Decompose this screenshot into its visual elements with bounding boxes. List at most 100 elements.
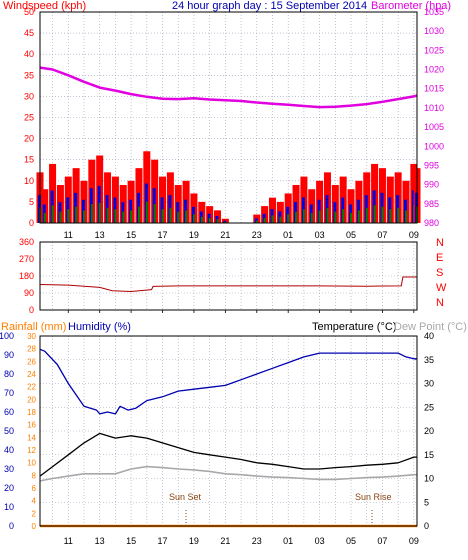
chart-title: 24 hour graph day : 15 September 2014 xyxy=(172,0,367,12)
wind-low-bar xyxy=(90,204,93,223)
temp-tick-label: 40 xyxy=(424,331,434,341)
wind-low-bar xyxy=(224,221,227,223)
humidity-tick-label: 40 xyxy=(4,445,14,455)
wind-low-bar xyxy=(75,206,78,223)
wind-low-bar xyxy=(169,207,172,223)
humidity-tick-label: 100 xyxy=(0,331,14,341)
wind-low-bar xyxy=(318,210,321,223)
wind-low-bar xyxy=(51,205,54,223)
x-tick-label: 11 xyxy=(64,536,73,546)
rain-tick-label: 4 xyxy=(32,497,37,506)
wind-low-bar xyxy=(342,209,345,223)
wind-low-bar xyxy=(381,206,384,223)
rain-axis-label: Rainfall (mm) xyxy=(1,321,66,333)
temp-tick-label: 25 xyxy=(424,402,434,412)
rain-tick-label: 28 xyxy=(27,345,36,354)
rain-tick-label: 20 xyxy=(27,395,36,404)
wind-tick-label: 30 xyxy=(24,91,34,101)
x-tick-label: 01 xyxy=(283,230,293,240)
x-tick-label: 17 xyxy=(158,230,168,240)
direction-tick-label: 90 xyxy=(24,288,34,298)
wind-low-bar xyxy=(271,215,274,223)
wind-low-bar xyxy=(350,212,353,223)
rain-tick-label: 0 xyxy=(32,522,37,531)
wind-tick-label: 0 xyxy=(29,218,34,228)
x-tick-label: 13 xyxy=(95,230,105,240)
temp-humidity-frame xyxy=(39,335,418,527)
wind-low-bar xyxy=(287,214,290,223)
temp-tick-label: 20 xyxy=(424,426,434,436)
humidity-tick-label: 20 xyxy=(4,483,14,493)
wind-tick-label: 20 xyxy=(24,134,34,144)
dew-point-line xyxy=(39,465,417,482)
compass-label: E xyxy=(436,252,443,264)
rain-tick-label: 14 xyxy=(27,433,36,442)
temp-tick-label: 30 xyxy=(424,379,434,389)
compass-label: N xyxy=(436,237,444,249)
series-layer xyxy=(36,66,421,528)
direction-tick-label: 270 xyxy=(19,254,34,264)
rain-tick-label: 8 xyxy=(32,471,37,480)
rain-tick-label: 16 xyxy=(27,421,36,430)
wind-low-bar xyxy=(153,204,156,223)
wind-low-bar xyxy=(200,216,203,223)
sunset-label: Sun Set xyxy=(169,492,202,502)
x-tick-label: 03 xyxy=(315,230,325,240)
wind-tick-label: 35 xyxy=(24,70,34,80)
temp-tick-label: 35 xyxy=(424,355,434,365)
temp-tick-label: 5 xyxy=(424,497,429,507)
wind-tick-label: 25 xyxy=(24,113,34,123)
dew-axis-label: Dew Point (°C) xyxy=(394,321,467,333)
direction-tick-label: 0 xyxy=(29,305,34,315)
wind-low-bar xyxy=(373,205,376,223)
wind-low-bar xyxy=(334,211,337,223)
wind-low-bar xyxy=(177,211,180,223)
wind-low-bar xyxy=(295,211,298,223)
wind-low-bar xyxy=(263,217,266,223)
wind-low-bar xyxy=(397,207,400,223)
sunrise-label: Sun Rise xyxy=(355,492,392,502)
baro-tick-label: 1020 xyxy=(424,65,444,75)
wind-tick-label: 40 xyxy=(24,49,34,59)
rain-tick-label: 22 xyxy=(27,383,36,392)
humidity-tick-label: 0 xyxy=(9,521,14,531)
wind-low-bar xyxy=(82,210,85,223)
rain-tick-label: 18 xyxy=(27,408,36,417)
rain-tick-label: 2 xyxy=(32,509,37,518)
wind-tick-label: 5 xyxy=(29,197,34,207)
wind-low-bar xyxy=(357,210,360,223)
x-tick-label: 19 xyxy=(189,230,199,240)
wind-low-bar xyxy=(192,214,195,223)
x-tick-label: 13 xyxy=(95,536,105,546)
humidity-tick-label: 10 xyxy=(4,502,14,512)
wind-low-bar xyxy=(326,207,329,223)
baro-tick-label: 995 xyxy=(424,160,439,170)
x-tick-label: 05 xyxy=(346,230,356,240)
wind-tick-label: 10 xyxy=(24,176,34,186)
humidity-tick-label: 70 xyxy=(4,388,14,398)
wind-axis-label: Windspeed (kph) xyxy=(3,0,86,12)
x-tick-label: 21 xyxy=(220,230,230,240)
wind-low-bar xyxy=(279,216,282,223)
baro-tick-label: 985 xyxy=(424,199,439,209)
wind-low-bar xyxy=(114,209,117,223)
wind-low-bar xyxy=(216,219,219,223)
baro-tick-label: 1035 xyxy=(424,7,444,17)
x-tick-label: 19 xyxy=(189,536,199,546)
x-tick-label: 07 xyxy=(377,230,387,240)
wind-low-bar xyxy=(365,207,368,223)
humidity-tick-label: 30 xyxy=(4,464,14,474)
humidity-tick-label: 90 xyxy=(4,350,14,360)
baro-tick-label: 1015 xyxy=(424,84,444,94)
x-tick-label: 09 xyxy=(409,536,419,546)
wind-low-bar xyxy=(137,206,140,223)
x-tick-label: 15 xyxy=(126,536,136,546)
wind-low-bar xyxy=(145,201,148,223)
wind-low-bar xyxy=(185,210,188,223)
x-tick-label: 15 xyxy=(126,230,136,240)
wind-tick-label: 45 xyxy=(24,28,34,38)
temp-tick-label: 10 xyxy=(424,474,434,484)
wind-low-bar xyxy=(43,212,46,223)
rain-tick-label: 6 xyxy=(32,484,37,493)
